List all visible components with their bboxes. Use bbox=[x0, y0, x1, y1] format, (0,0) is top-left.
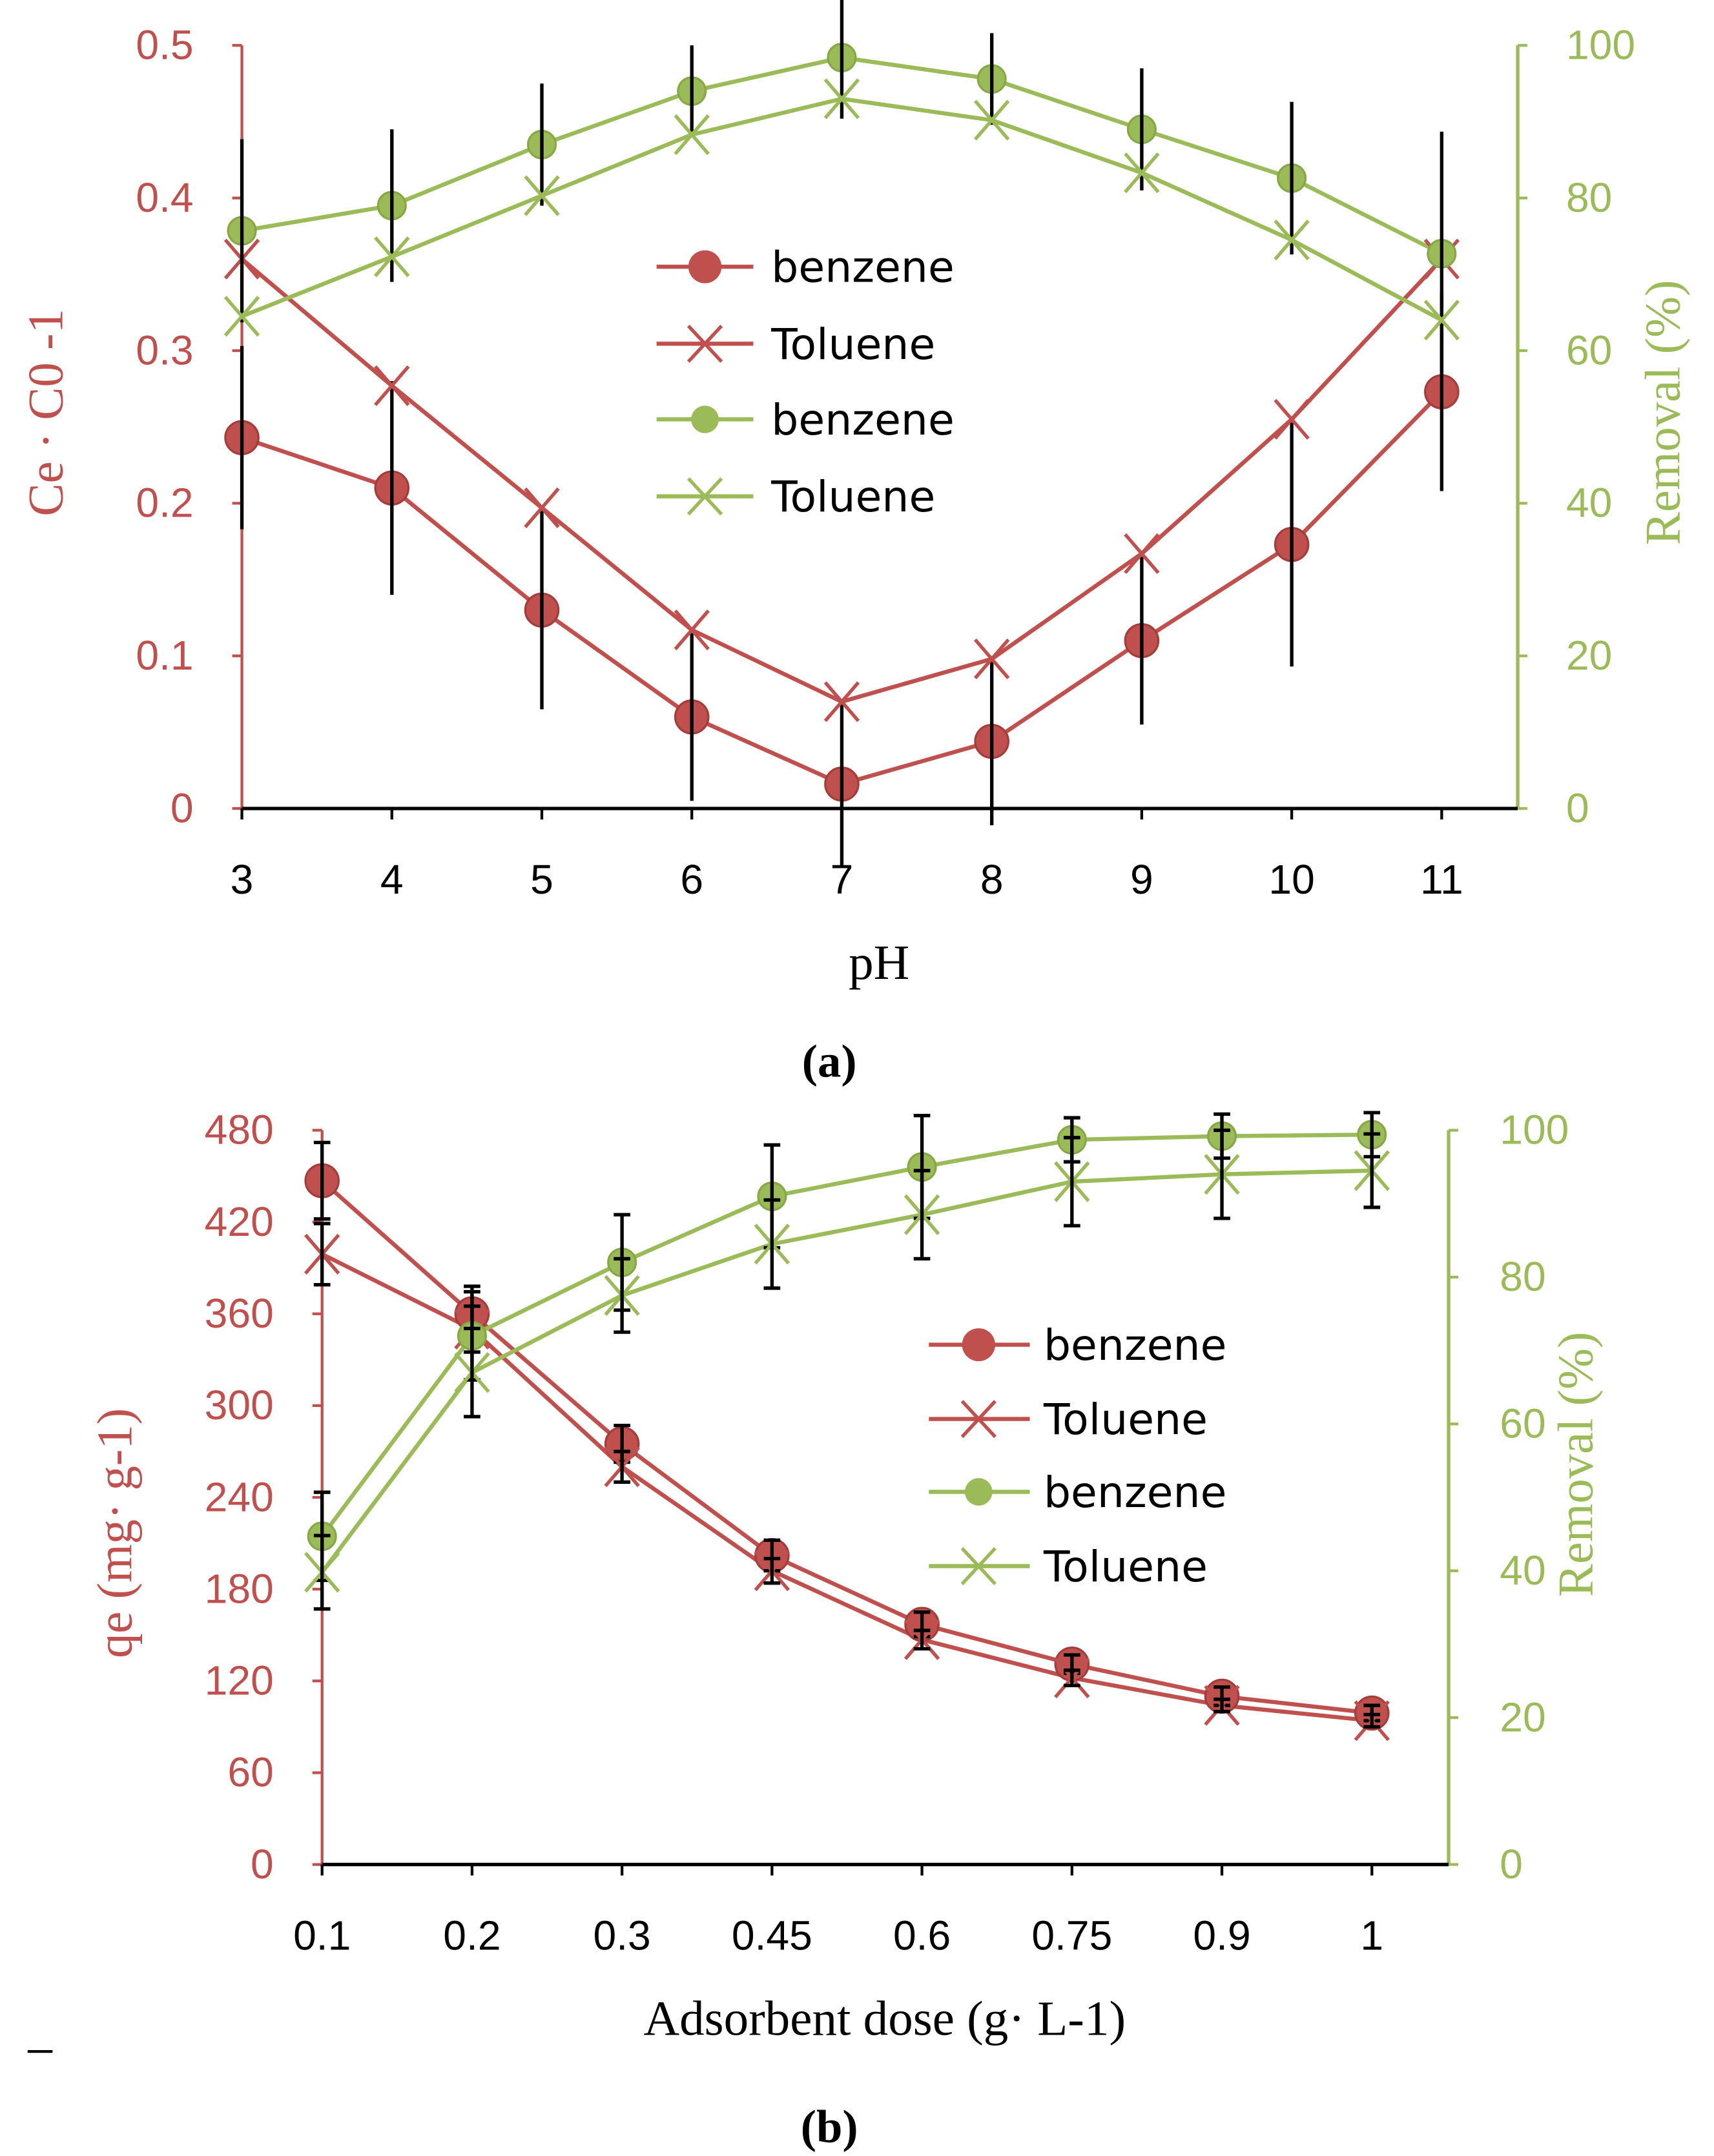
series-layer bbox=[304, 1111, 1390, 1741]
right-y-tick-label: 100 bbox=[1500, 1107, 1569, 1153]
x-tick-label: 0.75 bbox=[1031, 1913, 1112, 1959]
legend: benzene Toluene benzene Toluene bbox=[656, 243, 955, 522]
left-y-tick-label: 300 bbox=[205, 1382, 274, 1428]
legend: benzene Toluene benzene Toluene bbox=[929, 1320, 1226, 1592]
data-point-x bbox=[973, 638, 1010, 680]
right-y-tick-label: 40 bbox=[1566, 480, 1612, 526]
x-tick-label: 10 bbox=[1268, 856, 1314, 903]
x-tick-label: 6 bbox=[680, 856, 703, 903]
left-y-tick-label: 0.2 bbox=[136, 480, 193, 526]
x-tick-label: 11 bbox=[1420, 856, 1463, 903]
series-red-benzene bbox=[320, 1179, 1372, 1716]
x-tick-label: 1 bbox=[1360, 1913, 1383, 1959]
data-point-x bbox=[1423, 300, 1460, 341]
x-tick-label: 4 bbox=[380, 856, 404, 903]
series-line bbox=[320, 1179, 1372, 1716]
legend-marker-circle bbox=[688, 250, 722, 283]
x-tick-label: 0.9 bbox=[1193, 1913, 1250, 1959]
legend-marker-circle bbox=[964, 1478, 993, 1506]
chart-b: 0 60 120 180 240 300 360 420 480 0 20 40 60 80 100 0.1 0… bbox=[87, 1107, 1604, 2153]
legend-marker-circle bbox=[962, 1328, 996, 1362]
data-point-x bbox=[1274, 220, 1310, 261]
left-y-tick-label: 180 bbox=[205, 1566, 274, 1612]
series-green-benzene bbox=[320, 1133, 1372, 1538]
series-line bbox=[320, 1168, 1372, 1574]
x-axis-title: pH bbox=[849, 935, 909, 990]
legend-label: benzene bbox=[771, 243, 954, 293]
right-y-tick-label: 60 bbox=[1500, 1401, 1545, 1447]
x-tick-label: 5 bbox=[530, 856, 553, 903]
data-point-x bbox=[674, 610, 710, 651]
right-y-tick-label: 80 bbox=[1500, 1253, 1545, 1300]
left-y-tick-label: 240 bbox=[205, 1473, 274, 1520]
panel-label: (a) bbox=[802, 1035, 857, 1087]
legend-label: benzene bbox=[1044, 1468, 1226, 1517]
x-tick-label: 0.2 bbox=[443, 1913, 501, 1959]
legend-marker-x bbox=[687, 477, 723, 516]
legend-label: Toluene bbox=[1043, 1542, 1208, 1592]
panel-label: (b) bbox=[801, 2100, 858, 2153]
right-y-tick-label: 40 bbox=[1500, 1547, 1545, 1594]
data-point-x bbox=[973, 99, 1010, 141]
data-point-x bbox=[374, 365, 410, 406]
left-y-axis-title: Ce · C0 -1 bbox=[18, 309, 73, 516]
legend-label: Toluene bbox=[1043, 1395, 1208, 1444]
x-tick-label: 0.45 bbox=[732, 1913, 812, 1959]
legend-label: benzene bbox=[771, 395, 954, 445]
left-y-tick-label: 0.5 bbox=[136, 22, 193, 68]
left-y-tick-label: 360 bbox=[205, 1290, 274, 1337]
series-red-toluene bbox=[321, 1252, 1372, 1723]
x-tick-label: 9 bbox=[1130, 856, 1153, 903]
right-y-tick-label: 60 bbox=[1566, 327, 1612, 373]
left-y-tick-label: 0.1 bbox=[136, 632, 193, 679]
data-point-x bbox=[223, 296, 260, 337]
right-y-axis-title: Removal (%) bbox=[1635, 280, 1690, 545]
right-y-tick-label: 20 bbox=[1566, 632, 1612, 679]
series-line bbox=[320, 1133, 1372, 1538]
legend-marker-x bbox=[960, 1546, 996, 1585]
data-point-x bbox=[1124, 533, 1160, 574]
right-y-tick-label: 80 bbox=[1566, 174, 1612, 221]
data-point-x bbox=[524, 175, 560, 216]
right-y-tick-label: 0 bbox=[1566, 785, 1589, 832]
left-y-tick-label: 420 bbox=[205, 1198, 274, 1245]
legend-label: Toluene bbox=[770, 320, 935, 369]
right-y-tick-label: 100 bbox=[1566, 22, 1635, 68]
left-y-tick-label: 0 bbox=[170, 785, 194, 832]
left-y-tick-label: 0 bbox=[251, 1841, 274, 1887]
left-y-tick-label: 0.4 bbox=[136, 174, 193, 221]
left-y-tick-label: 480 bbox=[205, 1107, 274, 1153]
legend-label: benzene bbox=[1044, 1320, 1226, 1370]
right-y-tick-label: 20 bbox=[1500, 1694, 1545, 1741]
x-tick-label: 0.3 bbox=[594, 1913, 651, 1959]
data-point-x bbox=[823, 78, 860, 119]
data-point-x bbox=[374, 236, 410, 278]
series-line bbox=[321, 1252, 1372, 1723]
data-point-x bbox=[1124, 152, 1160, 194]
left-y-axis-title: qe (mg· g-1) bbox=[87, 1408, 142, 1658]
x-tick-label: 0.1 bbox=[293, 1913, 351, 1959]
x-tick-label: 8 bbox=[980, 856, 1004, 903]
series-layer bbox=[223, 0, 1460, 868]
left-y-tick-label: 0.3 bbox=[136, 327, 193, 373]
data-point-x bbox=[524, 487, 560, 529]
left-y-tick-label: 120 bbox=[205, 1658, 274, 1704]
data-point-x bbox=[674, 114, 710, 156]
series-green-toluene bbox=[320, 1168, 1372, 1574]
x-tick-label: 3 bbox=[231, 856, 254, 903]
legend-marker-circle bbox=[691, 406, 719, 433]
legend-marker-x bbox=[687, 324, 723, 363]
legend-marker-x bbox=[960, 1400, 996, 1439]
legend-label: Toluene bbox=[770, 472, 935, 522]
data-point-x bbox=[1274, 398, 1310, 440]
right-y-tick-label: 0 bbox=[1500, 1841, 1523, 1887]
right-y-axis-title: Removal (%) bbox=[1548, 1331, 1603, 1597]
x-tick-label: 0.6 bbox=[893, 1913, 951, 1959]
data-point-x bbox=[823, 681, 860, 723]
x-axis-title: Adsorbent dose (g· L-1) bbox=[643, 1991, 1126, 2046]
left-y-tick-label: 60 bbox=[227, 1749, 273, 1796]
